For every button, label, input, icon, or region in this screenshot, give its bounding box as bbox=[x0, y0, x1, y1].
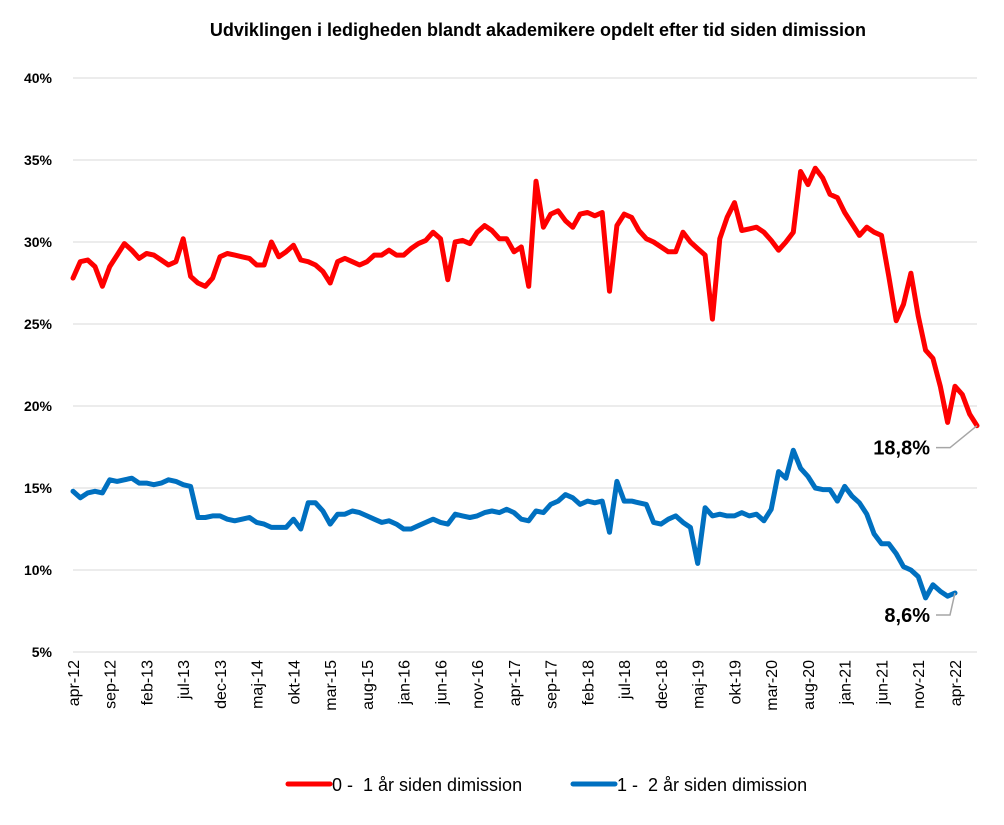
series-lines bbox=[70, 165, 980, 601]
y-tick-label: 5% bbox=[32, 644, 53, 660]
x-tick-label: mar-20 bbox=[764, 660, 781, 711]
legend: 0 - 1 år siden dimission 1 - 2 år siden d… bbox=[285, 775, 807, 795]
x-tick-label: jul-18 bbox=[617, 660, 634, 700]
x-tick-label: nov-16 bbox=[470, 660, 487, 709]
y-tick-label: 20% bbox=[24, 398, 53, 414]
x-tick-label: aug-15 bbox=[360, 660, 377, 710]
y-tick-label: 10% bbox=[24, 562, 53, 578]
x-tick-label: jul-13 bbox=[176, 660, 193, 700]
x-tick-label: jun-16 bbox=[433, 660, 450, 706]
y-tick-label: 15% bbox=[24, 480, 53, 496]
x-tick-label: nov-21 bbox=[911, 660, 928, 709]
annotation-label: 18,8% bbox=[873, 438, 930, 460]
end-value-annotations: 18,8% 8,6% bbox=[873, 425, 978, 627]
x-tick-label: apr-17 bbox=[507, 660, 524, 706]
x-tick-label: sep-17 bbox=[544, 660, 561, 709]
y-tick-label: 30% bbox=[24, 234, 53, 250]
y-axis-ticks: 5% 10% 15% 20% 25% 30% 35% 40% bbox=[24, 70, 53, 660]
legend-label-0: 0 - 1 år siden dimission bbox=[332, 775, 522, 795]
x-tick-label: jun-21 bbox=[874, 660, 891, 706]
x-tick-label: sep-12 bbox=[103, 660, 120, 709]
y-tick-label: 25% bbox=[24, 316, 53, 332]
x-tick-label: okt-14 bbox=[286, 660, 303, 705]
x-axis-ticks: apr-12 sep-12 feb-13 jul-13 dec-13 maj-14 okt-… bbox=[66, 660, 965, 711]
series-line-1 bbox=[70, 447, 958, 601]
x-tick-label: mar-15 bbox=[323, 660, 340, 711]
x-tick-label: apr-12 bbox=[66, 660, 83, 706]
gridlines bbox=[73, 77, 977, 653]
y-tick-label: 40% bbox=[24, 70, 53, 86]
x-tick-label: apr-22 bbox=[948, 660, 965, 706]
y-tick-label: 35% bbox=[24, 152, 53, 168]
annotation-leader bbox=[936, 425, 978, 449]
x-tick-label: feb-13 bbox=[139, 660, 156, 705]
x-tick-label: dec-18 bbox=[654, 660, 671, 709]
x-tick-label: jan-16 bbox=[397, 660, 414, 706]
x-tick-label: maj-14 bbox=[250, 660, 267, 709]
series-line-0 bbox=[70, 165, 980, 429]
x-tick-label: dec-13 bbox=[213, 660, 230, 709]
x-tick-label: okt-19 bbox=[727, 660, 744, 705]
chart-title: Udviklingen i ledigheden blandt akademik… bbox=[210, 20, 866, 40]
legend-label-1: 1 - 2 år siden dimission bbox=[617, 775, 807, 795]
x-tick-label: maj-19 bbox=[691, 660, 708, 709]
annotation-leader bbox=[936, 592, 956, 616]
annotation-label: 8,6% bbox=[884, 605, 930, 627]
x-tick-label: aug-20 bbox=[801, 660, 818, 710]
x-tick-label: jan-21 bbox=[838, 660, 855, 706]
x-tick-label: feb-18 bbox=[580, 660, 597, 705]
